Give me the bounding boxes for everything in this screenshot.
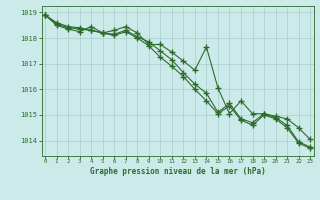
X-axis label: Graphe pression niveau de la mer (hPa): Graphe pression niveau de la mer (hPa) xyxy=(90,167,266,176)
